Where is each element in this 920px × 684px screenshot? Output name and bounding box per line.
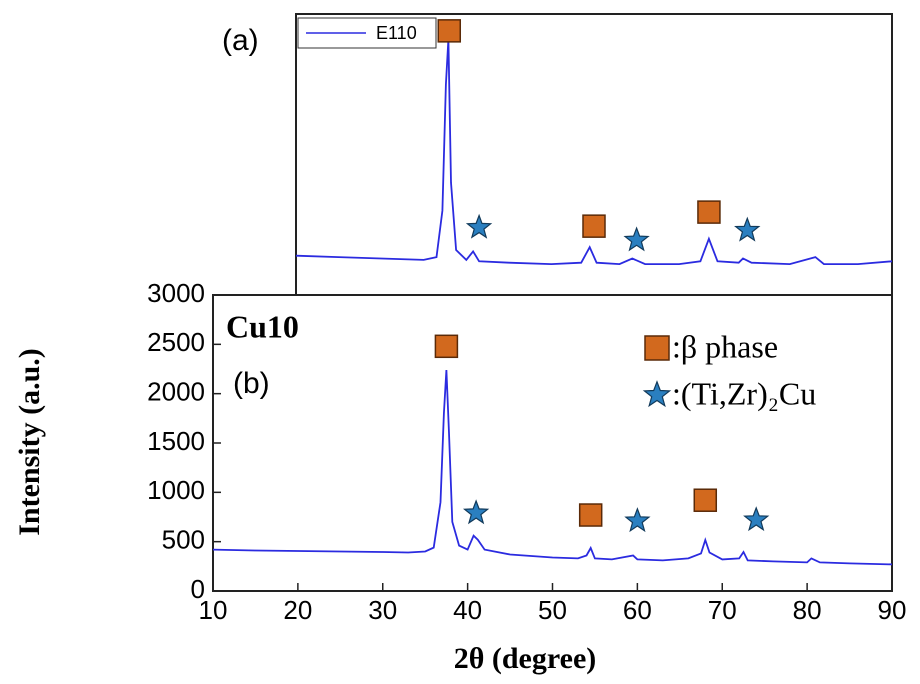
y-tick-label: 0 xyxy=(191,574,205,604)
x-tick-label: 60 xyxy=(623,595,652,625)
square-marker xyxy=(693,488,718,512)
x-tick-label: 70 xyxy=(708,595,737,625)
legend-label: E110 xyxy=(376,23,417,43)
y-tick-label: 3000 xyxy=(147,278,205,308)
star-marker xyxy=(642,380,672,408)
square-marker xyxy=(434,334,459,359)
y-tick-label: 500 xyxy=(162,525,205,555)
square-marker xyxy=(697,200,721,224)
y-tick-label: 1000 xyxy=(147,475,205,505)
legend-label: :β phase xyxy=(672,328,778,364)
star-marker xyxy=(624,507,651,533)
star-marker xyxy=(462,499,490,525)
y-axis-label: Intensity (a.u.) xyxy=(13,348,46,536)
x-tick-label: 90 xyxy=(878,595,907,625)
chart-title: Cu10 xyxy=(226,308,299,344)
y-tick-label: 1500 xyxy=(147,426,205,456)
star-marker xyxy=(623,226,650,252)
star-marker xyxy=(465,213,493,239)
x-tick-label: 20 xyxy=(283,595,312,625)
x-tick-label: 50 xyxy=(538,595,567,625)
legend-label: :(Ti,Zr)₂Cu xyxy=(672,375,816,411)
xrd-line xyxy=(212,369,893,566)
panel-label: (b) xyxy=(233,367,270,400)
x-tick-label: 30 xyxy=(368,595,397,625)
star-marker xyxy=(734,216,761,242)
x-axis-label: 2θ (degree) xyxy=(454,642,597,675)
y-tick-label: 2000 xyxy=(147,377,205,407)
panel-label: (a) xyxy=(222,24,259,57)
square-marker xyxy=(437,19,462,43)
plot-frame xyxy=(212,294,893,592)
square-marker xyxy=(582,214,606,238)
square-marker xyxy=(578,503,603,527)
plot-frame xyxy=(295,13,893,296)
y-tick-label: 2500 xyxy=(147,327,205,357)
x-tick-label: 40 xyxy=(453,595,482,625)
legend-box xyxy=(297,17,437,49)
x-tick-label: 80 xyxy=(793,595,822,625)
square-marker xyxy=(644,335,670,361)
star-marker xyxy=(743,506,770,532)
xrd-line xyxy=(295,39,893,266)
x-tick-label: 10 xyxy=(199,595,228,625)
